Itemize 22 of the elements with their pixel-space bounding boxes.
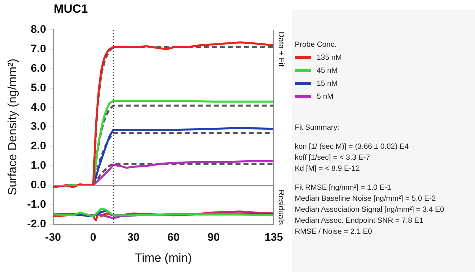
text: Residuals [277,190,286,225]
x-tick-label: 30 [127,232,140,244]
chart-title: MUC1 [54,2,88,16]
x-tick-label: -30 [45,232,62,244]
x-tick-label: 90 [208,232,220,244]
y-tick-label: -2.0 [27,218,46,230]
y-tick-label: 8.0 [31,24,46,36]
x-tick-label: 0 [90,232,97,244]
x-tick-label: 60 [168,232,180,244]
x-tick-label: 135 [264,232,284,244]
text: Data + Fit [277,32,286,67]
y-tick-label: 0.0 [31,180,46,192]
y-tick-label: 4.0 [31,102,46,114]
y-tick-label: -1.0 [27,198,46,211]
y-tick-label: 7.0 [31,43,46,56]
x-axis-title: Time (min) [135,251,192,266]
y-tick-label: 1.0 [31,160,46,172]
y-axis-title: Surface Density (ng/mm²) [6,58,20,196]
y-tick-label: 2.0 [31,140,46,153]
y-tick-label: 6.0 [31,62,46,75]
y-tick-label: 3.0 [31,121,46,134]
y-tick-label: 5.0 [31,82,46,94]
